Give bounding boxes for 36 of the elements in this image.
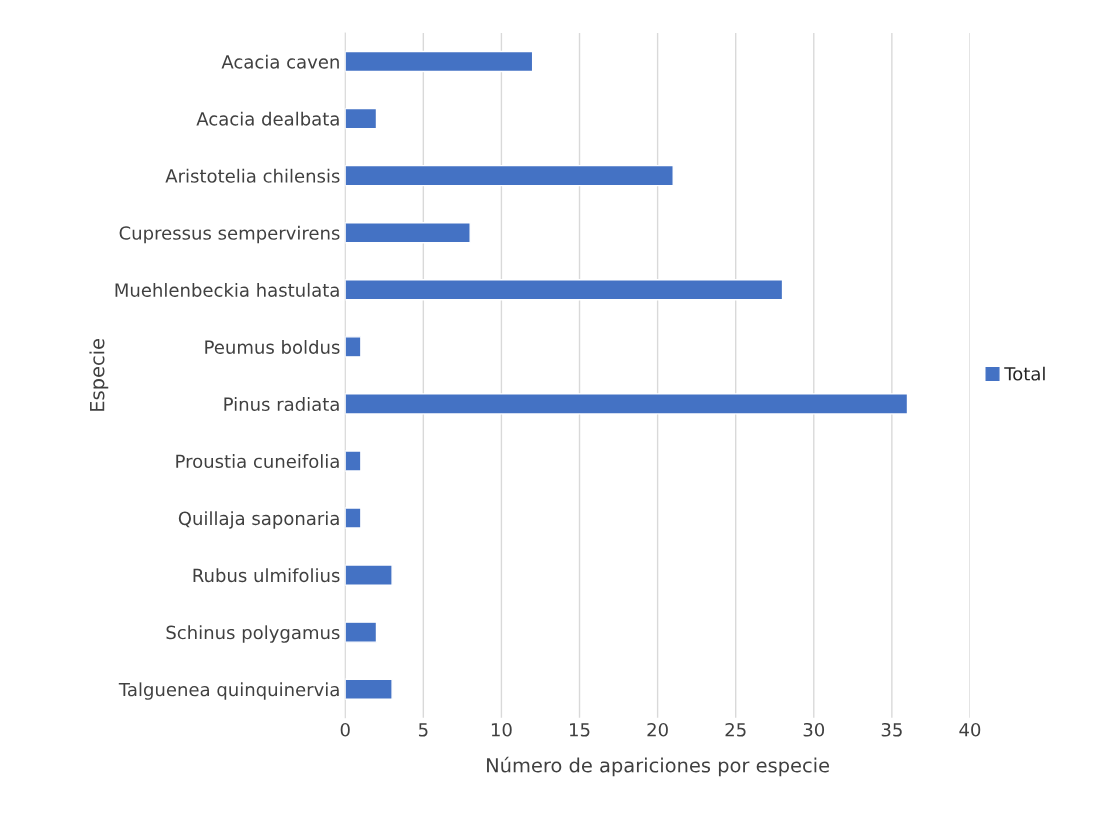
y-tick-label: Proustia cuneifolia (176, 454, 339, 469)
x-tick-label: 20 (647, 722, 668, 737)
bar (345, 564, 393, 586)
x-tick-label: 10 (491, 722, 512, 737)
y-tick-label: Muehlenbeckia hastulata (115, 282, 339, 297)
y-tick-label: Aristotelia chilensis (165, 168, 340, 183)
x-tick-label: 40 (959, 722, 981, 737)
bar (345, 678, 393, 700)
x-tick-label: 35 (881, 722, 902, 737)
y-tick-label: Acacia caven (221, 54, 339, 69)
bar (345, 164, 674, 187)
bar (345, 393, 909, 415)
y-tick-label: Acacia dealbata (196, 111, 339, 126)
y-tick-label: Cupressus sempervirens (119, 225, 340, 244)
bar (345, 450, 362, 472)
x-tick-label: 25 (725, 722, 746, 737)
bar (345, 621, 378, 643)
y-tick-label: Quillaja saponaria (178, 511, 339, 529)
x-tick-label: 15 (570, 723, 590, 737)
y-tick-label: Peumus boldus (205, 339, 340, 354)
legend-label: Total (1004, 366, 1045, 381)
bar (345, 50, 534, 73)
bar (345, 107, 378, 130)
x-tick-label: 5 (418, 723, 428, 737)
bar (345, 279, 784, 301)
y-tick-label: Talguenea quinquinervia (118, 682, 339, 700)
bar (345, 507, 362, 529)
x-axis-title: Número de apariciones por especie (487, 756, 830, 777)
bar (345, 336, 362, 358)
bar (345, 222, 471, 244)
x-tick-label: 30 (803, 722, 825, 737)
y-tick-label: Schinus polygamus (166, 625, 340, 643)
y-tick-label: Rubus ulmifolius (193, 568, 340, 583)
y-tick-label: Pinus radiata (224, 397, 339, 412)
y-axis-title: Especie (89, 339, 109, 411)
x-tick-label: 0 (340, 722, 350, 737)
